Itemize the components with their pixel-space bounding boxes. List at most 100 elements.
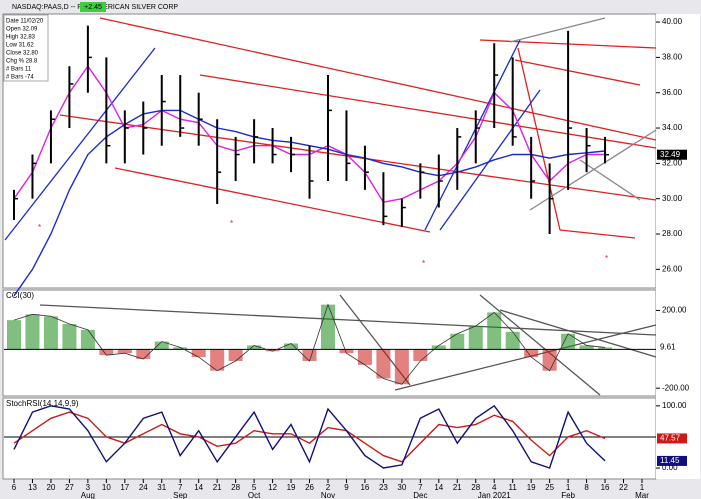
info-line: # Bars -74 xyxy=(6,75,34,81)
x-tick-label: 16 xyxy=(601,483,610,492)
cci-line xyxy=(13,303,606,385)
trend-lines xyxy=(4,17,657,396)
trend-line xyxy=(199,74,657,149)
cci-bar xyxy=(154,341,169,350)
change-box xyxy=(80,2,106,12)
trend-line xyxy=(114,167,431,233)
trend-line xyxy=(39,304,657,336)
marker: * xyxy=(605,254,608,263)
markers: * * * * xyxy=(38,219,608,268)
value-tag xyxy=(657,149,687,160)
cci-bar xyxy=(524,349,539,358)
y-tick-label: 0.00 xyxy=(662,463,678,472)
y-tick-label: 200.00 xyxy=(662,306,687,315)
y-tick-label: -200.00 xyxy=(662,383,690,392)
change: +2.45 xyxy=(84,4,102,11)
cci-bar xyxy=(413,349,428,361)
info-line: # Bars 11 xyxy=(6,67,32,73)
x-tick-label: 22 xyxy=(619,483,628,492)
x-tick-label: 14 xyxy=(194,483,203,492)
x-tick-label: 13 xyxy=(28,483,37,492)
x-tick-label: 8 xyxy=(584,483,589,492)
x-tick-label: 7 xyxy=(178,483,183,492)
x-tick-label: 7 xyxy=(418,483,423,492)
cci-bar xyxy=(228,349,243,361)
cci-bar xyxy=(376,349,391,379)
x-tick-label: 2 xyxy=(326,483,331,492)
trend-line xyxy=(514,59,641,86)
trend-line xyxy=(559,229,636,239)
x-tick-label: 17 xyxy=(120,483,129,492)
cci-bar xyxy=(357,349,372,365)
marker: * xyxy=(230,219,233,228)
x-tick-label: 26 xyxy=(305,483,314,492)
cci-bar xyxy=(191,349,206,358)
x-tick-label: 14 xyxy=(434,483,443,492)
month-label: Oct xyxy=(248,491,261,499)
info-line: Chg % 28.8 xyxy=(6,59,38,65)
trend-line xyxy=(59,114,657,201)
x-tick-label: 1 xyxy=(566,483,571,492)
info-line: Open 32.09 xyxy=(6,27,38,33)
series-line xyxy=(13,411,606,463)
month-label: Feb xyxy=(561,491,575,499)
y-tick-label: 38.00 xyxy=(662,52,683,61)
info-line: High 32.83 xyxy=(6,35,36,41)
month-label: Aug xyxy=(81,491,95,499)
info-line: Date 11/02/20 xyxy=(6,19,44,25)
x-tick-label: 3 xyxy=(86,483,91,492)
value-tag xyxy=(657,342,687,353)
x-tick-label: 21 xyxy=(453,483,462,492)
month-label: Mar xyxy=(635,491,649,499)
x-tick-label: 12 xyxy=(268,483,277,492)
cci-bar xyxy=(80,329,95,350)
series-line xyxy=(13,404,606,469)
cci-bar xyxy=(284,343,299,350)
x-tick-label: 19 xyxy=(527,483,536,492)
info-box: Date 11/02/20 Open 32.09 High 32.83 Low 31.… xyxy=(3,14,49,82)
trend-line xyxy=(4,47,156,241)
y-tick-label: 100.00 xyxy=(662,401,687,410)
value-tag xyxy=(657,433,687,444)
trend-line xyxy=(517,47,561,231)
marker: * xyxy=(38,223,41,232)
cci-bar xyxy=(173,347,188,350)
cci-bar xyxy=(117,349,132,354)
cci-bar xyxy=(598,347,613,350)
x-tick-label: 16 xyxy=(360,483,369,492)
month-label: Jan 2021 xyxy=(478,491,511,499)
x-tick-label: 27 xyxy=(65,483,74,492)
axis-area xyxy=(656,14,700,479)
cci-bar xyxy=(561,333,576,350)
trend-line xyxy=(479,294,601,396)
x-tick-label: 20 xyxy=(46,483,55,492)
x-tick-label: 30 xyxy=(397,483,406,492)
cci-bar xyxy=(210,349,225,371)
panel-title: CCI(30) xyxy=(6,291,34,300)
x-tick-label: 1 xyxy=(640,483,645,492)
value-tag-label: 32.49 xyxy=(660,150,681,159)
value-tag-label: 47.57 xyxy=(660,434,681,443)
x-tick-label: 31 xyxy=(157,483,166,492)
x-tick-label: 6 xyxy=(12,483,17,492)
cci-bar xyxy=(487,312,502,350)
cci-bar xyxy=(579,345,594,350)
x-tick-label: 4 xyxy=(492,483,497,492)
cci-bar xyxy=(99,349,114,356)
x-tick-label: 28 xyxy=(231,483,240,492)
cci-bar xyxy=(43,316,58,350)
cci-bar xyxy=(25,314,40,350)
y-tick-label: 40.00 xyxy=(662,17,683,26)
panel-title: StochRSI(14,14,9,9) xyxy=(6,399,79,408)
series-line xyxy=(13,109,606,297)
cci-bar xyxy=(136,349,151,360)
trend-line xyxy=(394,324,657,391)
marker: * xyxy=(422,259,425,268)
month-label: Sep xyxy=(173,491,188,499)
info-frame xyxy=(3,14,49,82)
trend-line xyxy=(579,159,641,201)
value-tag-label: 9.61 xyxy=(660,343,676,352)
cci-bar xyxy=(505,331,520,350)
y-tick-label: 32.00 xyxy=(662,158,683,167)
